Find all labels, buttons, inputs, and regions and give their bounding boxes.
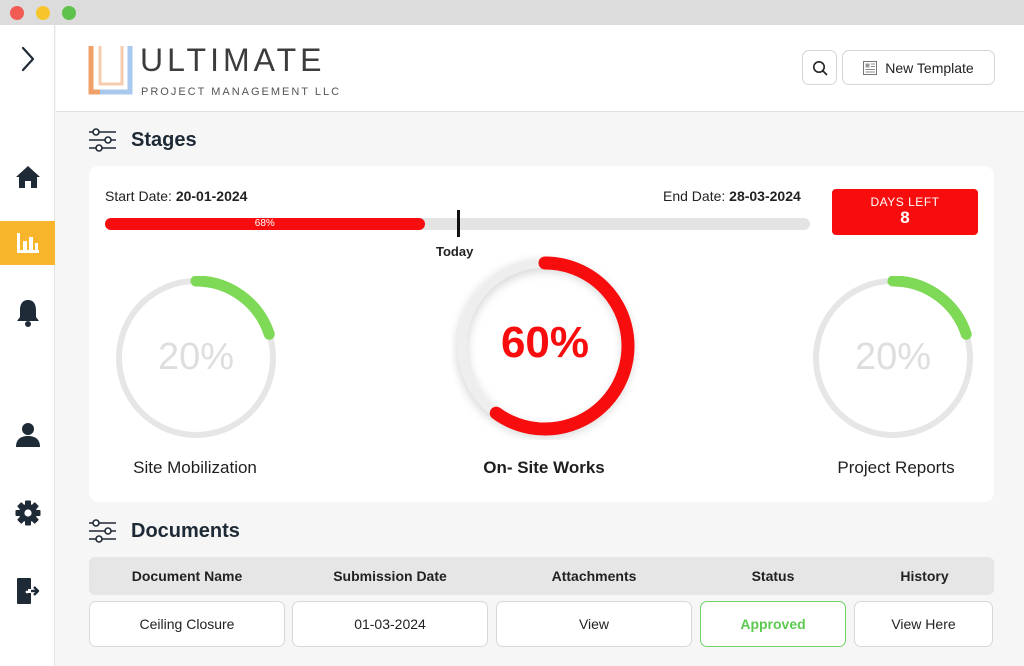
days-left-badge: DAYS LEFT 8 [832, 189, 978, 235]
stage-percent: 60% [500, 318, 590, 367]
stage-site-mobilization[interactable]: 20% [114, 276, 278, 440]
documents-title: Documents [131, 519, 240, 542]
template-icon [863, 60, 878, 75]
window-maximize-button[interactable] [62, 6, 76, 20]
submission-date-cell: 01-03-2024 [292, 601, 488, 647]
timeline-progress-track: 68% [105, 218, 810, 230]
stage-progress-arc [489, 256, 635, 436]
new-template-button[interactable]: New Template [842, 50, 995, 85]
column-header-document-name: Document Name [131, 568, 243, 584]
stage-progress-ring [116, 276, 276, 438]
stage-name-on-site-works: On- Site Works [483, 458, 605, 477]
stage-percent: 20% [854, 336, 932, 378]
home-icon [15, 166, 40, 188]
stages-title: Stages [131, 128, 197, 151]
history-view-button[interactable]: View Here [854, 601, 993, 647]
documents-section-header: Documents [88, 519, 240, 543]
column-header-status: Status [751, 568, 795, 584]
start-date: Start Date: 20-01-2024 [105, 188, 247, 204]
chevron-right-icon [21, 46, 34, 72]
company-logo-subtitle: PROJECT MANAGEMENT LLC [141, 86, 342, 98]
document-name-cell: Ceiling Closure [89, 601, 285, 647]
app-header: ULTIMATE PROJECT MANAGEMENT LLC New Temp… [56, 25, 1024, 112]
logout-icon [16, 578, 39, 604]
timeline-progress-label: 68% [254, 218, 275, 229]
sidebar-item-home[interactable] [0, 155, 55, 199]
bar-chart-icon [16, 233, 39, 253]
today-marker [457, 210, 460, 237]
today-label: Today [436, 244, 474, 259]
stages-card: Start Date: 20-01-2024 End Date: 28-03-2… [89, 166, 994, 502]
start-date-label: Start Date: [105, 188, 172, 204]
company-logo-mark [88, 44, 134, 96]
column-header-submission-date: Submission Date [333, 568, 447, 584]
column-header-history: History [900, 568, 949, 584]
gear-icon [15, 500, 40, 526]
sidebar-item-notifications[interactable] [0, 291, 55, 335]
search-button[interactable] [802, 50, 837, 85]
sliders-icon [89, 519, 116, 543]
stage-name-site-mobilization: Site Mobilization [133, 458, 257, 477]
search-icon [812, 60, 827, 75]
sliders-icon [89, 128, 116, 152]
start-date-value: 20-01-2024 [175, 188, 248, 204]
sidebar-item-logout[interactable] [0, 569, 55, 613]
sidebar-item-settings[interactable] [0, 491, 55, 535]
stage-name-project-reports: Project Reports [837, 458, 955, 477]
end-date-value: 28-03-2024 [729, 188, 801, 204]
column-header-attachments: Attachments [551, 568, 637, 584]
bell-icon [16, 300, 39, 327]
company-logo-title: ULTIMATE [140, 42, 326, 78]
stage-progress-arc [887, 276, 972, 340]
sidebar-toggle-button[interactable] [0, 37, 55, 81]
sidebar-item-dashboard[interactable] [0, 221, 55, 265]
stage-progress-ring [813, 276, 973, 438]
days-left-value: 8 [900, 208, 910, 227]
sidebar [0, 25, 55, 666]
stage-progress-ring [457, 256, 635, 436]
window-titlebar [0, 0, 1024, 25]
status-badge: Approved [700, 601, 846, 647]
days-left-label: DAYS LEFT [870, 195, 940, 209]
end-date-label: End Date: [663, 188, 726, 204]
sidebar-item-profile[interactable] [0, 413, 55, 457]
stage-on-site-works[interactable]: 60% [451, 252, 639, 440]
stage-percent: 20% [157, 336, 235, 378]
stage-project-reports[interactable]: 20% [811, 276, 975, 440]
timeline-progress-fill: 68% [105, 218, 425, 230]
attachment-view-button[interactable]: View [496, 601, 692, 647]
new-template-label: New Template [885, 59, 974, 76]
documents-table-header: Document Name Submission Date Attachment… [89, 557, 994, 595]
stage-progress-arc [190, 276, 275, 340]
window-minimize-button[interactable] [36, 6, 50, 20]
user-icon [15, 423, 40, 447]
stages-section-header: Stages [88, 128, 197, 152]
end-date: End Date: 28-03-2024 [663, 188, 801, 204]
window-close-button[interactable] [10, 6, 24, 20]
